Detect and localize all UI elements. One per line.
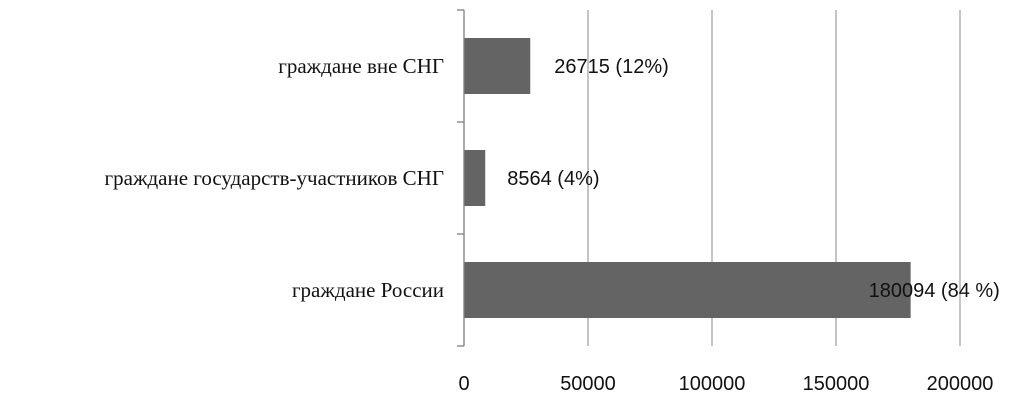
- bar: [464, 38, 531, 94]
- category-label: граждане вне СНГ: [278, 54, 444, 78]
- x-tick-label: 200000: [927, 373, 994, 395]
- bar: [464, 150, 486, 206]
- bar-layer: [464, 38, 911, 318]
- data-label: 180094 (84 %): [869, 280, 1000, 302]
- x-tick-label: 50000: [560, 373, 616, 395]
- x-tick-label: 100000: [679, 373, 746, 395]
- axis-layer: [457, 9, 465, 347]
- bar: [464, 262, 911, 318]
- data-label: 8564 (4%): [507, 168, 599, 190]
- x-tick-label: 150000: [803, 373, 870, 395]
- data-label: 26715 (12%): [554, 56, 669, 78]
- x-tick-label: 0: [458, 373, 469, 395]
- label-layer: граждане вне СНГ 26715 (12%) граждане госу…: [105, 54, 1000, 395]
- category-label: граждане государств-участников СНГ: [105, 166, 444, 190]
- category-label: граждане России: [292, 278, 444, 302]
